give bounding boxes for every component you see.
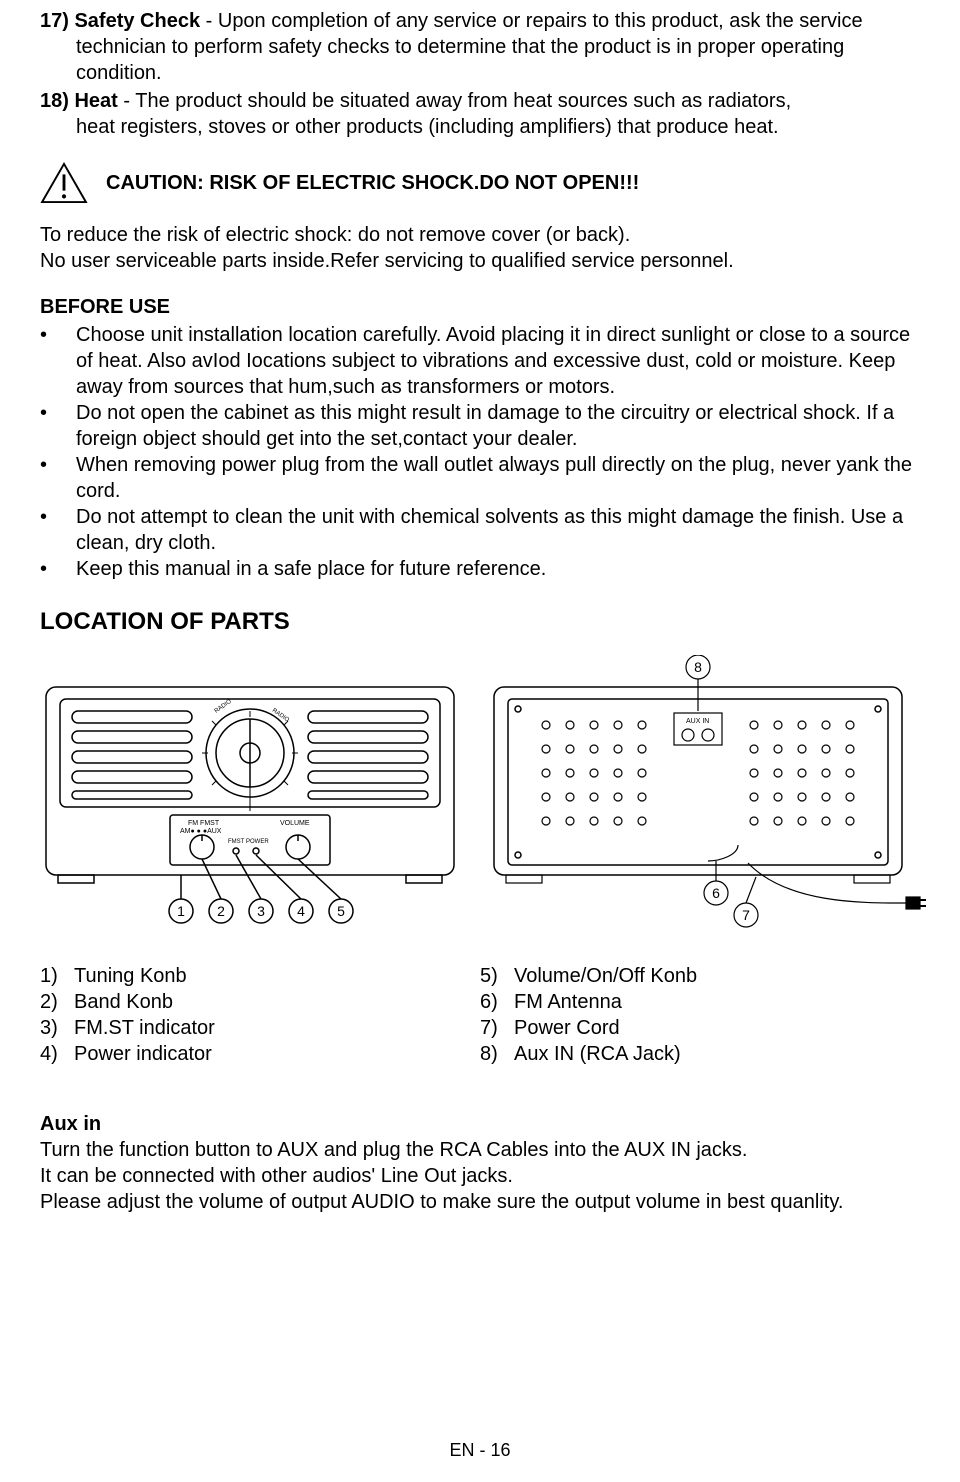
back-view-diagram: AUX IN	[488, 655, 928, 935]
bullet-dot: •	[40, 322, 76, 400]
part-label: Band Konb	[74, 989, 173, 1015]
instruction-17-body-first: Upon completion of any service or repair…	[212, 10, 862, 32]
part-num: 1)	[40, 963, 74, 989]
part-row: 7)Power Cord	[480, 1015, 920, 1041]
svg-text:FMST: FMST	[228, 839, 245, 845]
part-row: 8)Aux IN (RCA Jack)	[480, 1041, 920, 1067]
part-label: Aux IN (RCA Jack)	[514, 1041, 681, 1067]
bullet-dot: •	[40, 400, 76, 452]
caution-prefix: CAUTION:	[106, 172, 204, 194]
callout-5: 5	[337, 903, 345, 919]
part-row: 3)FM.ST indicator	[40, 1015, 480, 1041]
svg-text:AM● ● ●AUX: AM● ● ●AUX	[180, 828, 222, 835]
part-num: 3)	[40, 1015, 74, 1041]
bullet-item: •Do not attempt to clean the unit with c…	[40, 504, 920, 556]
before-use-title: BEFORE USE	[40, 294, 920, 320]
part-num: 4)	[40, 1041, 74, 1067]
bullet-item: •Do not open the cabinet as this might r…	[40, 400, 920, 452]
part-num: 8)	[480, 1041, 514, 1067]
parts-col-right: 5)Volume/On/Off Konb 6)FM Antenna 7)Powe…	[480, 963, 920, 1067]
bullet-dot: •	[40, 556, 76, 582]
manual-page: 17) Safety Check - Upon completion of an…	[0, 0, 960, 1482]
instruction-18: 18) Heat - The product should be situate…	[40, 88, 920, 140]
part-label: FM Antenna	[514, 989, 622, 1015]
part-label: Volume/On/Off Konb	[514, 963, 697, 989]
parts-list: 1)Tuning Konb 2)Band Konb 3)FM.ST indica…	[40, 963, 920, 1067]
bullet-text: When removing power plug from the wall o…	[76, 452, 920, 504]
svg-text:FM FMST: FM FMST	[188, 820, 220, 827]
callout-8: 8	[694, 659, 702, 675]
svg-text:AUX IN: AUX IN	[686, 718, 709, 725]
instruction-17-num: 17)	[40, 8, 69, 34]
shock-line-1: To reduce the risk of electric shock: do…	[40, 222, 920, 248]
aux-in-title: Aux in	[40, 1111, 920, 1137]
shock-line-2: No user serviceable parts inside.Refer s…	[40, 248, 920, 274]
part-num: 2)	[40, 989, 74, 1015]
callout-3: 3	[257, 903, 265, 919]
instruction-17-title: Safety Check	[69, 10, 206, 32]
bullet-text: Keep this manual in a safe place for fut…	[76, 556, 920, 582]
callout-2: 2	[217, 903, 225, 919]
part-label: FM.ST indicator	[74, 1015, 215, 1041]
bullet-text: Do not open the cabinet as this might re…	[76, 400, 920, 452]
instruction-17-body-rest: technician to perform safety checks to d…	[40, 34, 920, 86]
page-footer: EN - 16	[0, 1439, 960, 1462]
instruction-18-body-rest: heat registers, stoves or other products…	[40, 114, 920, 140]
part-label: Power Cord	[514, 1015, 620, 1041]
part-row: 6)FM Antenna	[480, 989, 920, 1015]
warning-triangle-icon	[40, 162, 88, 204]
instruction-17: 17) Safety Check - Upon completion of an…	[40, 8, 920, 86]
bullet-text: Do not attempt to clean the unit with ch…	[76, 504, 920, 556]
before-use-bullets: •Choose unit installation location caref…	[40, 322, 920, 582]
parts-col-left: 1)Tuning Konb 2)Band Konb 3)FM.ST indica…	[40, 963, 480, 1067]
callout-6: 6	[712, 885, 720, 901]
bullet-item: •Keep this manual in a safe place for fu…	[40, 556, 920, 582]
bullet-item: •When removing power plug from the wall …	[40, 452, 920, 504]
callout-1: 1	[177, 903, 185, 919]
bullet-dot: •	[40, 452, 76, 504]
part-row: 4)Power indicator	[40, 1041, 480, 1067]
instruction-18-title: Heat	[69, 90, 123, 112]
part-row: 5)Volume/On/Off Konb	[480, 963, 920, 989]
front-view-diagram: RADIO RADIO FM FMST AM● ● ●AUX FMST POWE…	[40, 655, 460, 935]
instruction-18-num: 18)	[40, 88, 69, 114]
part-num: 6)	[480, 989, 514, 1015]
instruction-18-body-first: The product should be situated away from…	[130, 90, 791, 112]
bullet-item: •Choose unit installation location caref…	[40, 322, 920, 400]
svg-text:RADIO: RADIO	[214, 699, 233, 715]
part-label: Tuning Konb	[74, 963, 187, 989]
part-label: Power indicator	[74, 1041, 212, 1067]
caution-body: RISK OF ELECTRIC SHOCK.DO NOT OPEN!!!	[204, 172, 640, 194]
part-num: 7)	[480, 1015, 514, 1041]
callout-7: 7	[742, 907, 750, 923]
caution-text: CAUTION: RISK OF ELECTRIC SHOCK.DO NOT O…	[106, 170, 639, 196]
aux-line-1: Turn the function button to AUX and plug…	[40, 1137, 920, 1163]
part-row: 1)Tuning Konb	[40, 963, 480, 989]
bullet-text: Choose unit installation location carefu…	[76, 322, 920, 400]
caution-row: CAUTION: RISK OF ELECTRIC SHOCK.DO NOT O…	[40, 162, 920, 204]
callout-4: 4	[297, 903, 305, 919]
part-num: 5)	[480, 963, 514, 989]
bullet-dot: •	[40, 504, 76, 556]
location-of-parts-title: LOCATION OF PARTS	[40, 606, 920, 637]
aux-line-2: It can be connected with other audios' L…	[40, 1163, 920, 1189]
svg-text:VOLUME: VOLUME	[280, 820, 310, 827]
aux-line-3: Please adjust the volume of output AUDIO…	[40, 1189, 920, 1215]
svg-text:POWER: POWER	[246, 839, 269, 845]
part-row: 2)Band Konb	[40, 989, 480, 1015]
location-diagram: RADIO RADIO FM FMST AM● ● ●AUX FMST POWE…	[40, 655, 920, 935]
